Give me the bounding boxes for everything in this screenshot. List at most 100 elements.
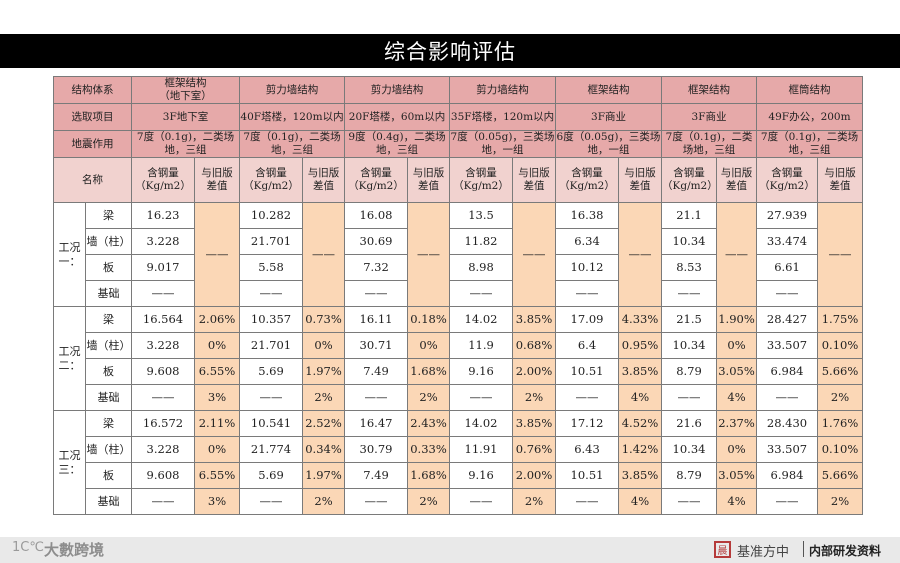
steel-value: 16.08 <box>344 202 408 229</box>
diff-value: 3.85% <box>512 306 556 333</box>
steel-header: 含钢量 （Kg/m2） <box>661 157 717 203</box>
structure-type-cell: 剪力墙结构 <box>344 76 450 104</box>
project-cell: 3F地下室 <box>131 103 240 131</box>
steel-header: 含钢量 （Kg/m2） <box>756 157 818 203</box>
seismic-cell: 6度（0.05g)，三类场地，一组 <box>555 130 662 158</box>
steel-value: 30.69 <box>344 228 408 255</box>
steel-value: 33.507 <box>756 436 818 463</box>
item-label: 墙（柱） <box>85 436 132 463</box>
steel-value: 28.427 <box>756 306 818 333</box>
diff-value: 0% <box>716 436 757 463</box>
seismic-cell: 9度（0.4g)，二类场地，三组 <box>344 130 450 158</box>
diff-value: 1.76% <box>817 410 863 437</box>
diff-value: 2.37% <box>716 410 757 437</box>
steel-value: 6.984 <box>756 358 818 385</box>
project-cell: 3F商业 <box>555 103 662 131</box>
steel-value: 10.34 <box>661 436 717 463</box>
diff-value: 1.68% <box>407 462 450 489</box>
diff-header: 与旧版 差值 <box>618 157 662 203</box>
steel-value: 8.98 <box>449 254 513 281</box>
page-title: 综合影响评估 <box>384 40 516 64</box>
brand-tag: 内部研发资料 <box>809 544 882 558</box>
steel-value: 17.12 <box>555 410 619 437</box>
diff-value: 1.75% <box>817 306 863 333</box>
steel-value: 16.38 <box>555 202 619 229</box>
steel-value: 33.507 <box>756 332 818 359</box>
brand-logo-icon: 晨 <box>714 541 731 558</box>
diff-value: 4% <box>618 488 662 515</box>
diff-header: 与旧版 差值 <box>817 157 863 203</box>
steel-comparison-table: 结构体系 框架结构 （地下室） 剪力墙结构 剪力墙结构 剪力墙结构 框架结构 框架结构 框筒结… <box>53 76 863 515</box>
steel-value: 10.51 <box>555 358 619 385</box>
name-label: 名称 <box>53 157 132 203</box>
steel-value: 30.79 <box>344 436 408 463</box>
steel-value: —— <box>344 280 408 307</box>
steel-value: —— <box>239 488 303 515</box>
condition-label: 工况三： <box>53 410 86 515</box>
item-label: 基础 <box>85 488 132 515</box>
steel-value: 21.1 <box>661 202 717 229</box>
diff-value: 3.05% <box>716 462 757 489</box>
diff-value: 0% <box>302 332 345 359</box>
steel-value: 5.69 <box>239 358 303 385</box>
diff-header: 与旧版 差值 <box>194 157 240 203</box>
title-bar: 综合影响评估 <box>0 34 900 68</box>
steel-value: —— <box>344 488 408 515</box>
seismic-cell: 7度（0.05g)，三类场地，一组 <box>449 130 556 158</box>
steel-value: 5.58 <box>239 254 303 281</box>
steel-value: 3.228 <box>131 228 195 255</box>
diff-value: 2.11% <box>194 410 240 437</box>
steel-value: —— <box>756 384 818 411</box>
diff-value: 0% <box>716 332 757 359</box>
steel-value: —— <box>756 488 818 515</box>
diff-value: 2% <box>407 384 450 411</box>
diff-value: 2.43% <box>407 410 450 437</box>
diff-header: 与旧版 差值 <box>302 157 345 203</box>
steel-header: 含钢量 （Kg/m2） <box>131 157 195 203</box>
seismic-label: 地震作用 <box>53 130 132 158</box>
steel-value: 10.34 <box>661 228 717 255</box>
steel-value: 9.16 <box>449 462 513 489</box>
project-cell: 40F塔楼，120m以内 <box>239 103 345 131</box>
steel-value: —— <box>449 280 513 307</box>
diff-value: 3.05% <box>716 358 757 385</box>
steel-value: —— <box>661 488 717 515</box>
steel-value: 28.430 <box>756 410 818 437</box>
steel-value: 14.02 <box>449 306 513 333</box>
diff-value: 2% <box>512 384 556 411</box>
steel-value: 11.9 <box>449 332 513 359</box>
structure-type-cell: 框筒结构 <box>756 76 863 104</box>
steel-value: 21.774 <box>239 436 303 463</box>
diff-value: 3% <box>194 488 240 515</box>
diff-value: 0.34% <box>302 436 345 463</box>
diff-value: 4.33% <box>618 306 662 333</box>
steel-value: —— <box>131 280 195 307</box>
structure-type-cell: 剪力墙结构 <box>239 76 345 104</box>
steel-value: 7.32 <box>344 254 408 281</box>
steel-value: —— <box>449 384 513 411</box>
brand-divider <box>803 541 804 557</box>
diff-value: 4% <box>618 384 662 411</box>
diff-value: 3% <box>194 384 240 411</box>
steel-value: 10.34 <box>661 332 717 359</box>
diff-value: 4% <box>716 488 757 515</box>
steel-value: 3.228 <box>131 332 195 359</box>
steel-value: 21.701 <box>239 228 303 255</box>
project-cell: 20F塔楼，60m以内 <box>344 103 450 131</box>
diff-value: 0.10% <box>817 332 863 359</box>
diff-value: 1.97% <box>302 358 345 385</box>
seismic-cell: 7度（0.1g)，二类场地，三组 <box>661 130 757 158</box>
diff-value: 3.85% <box>512 410 556 437</box>
project-cell: 3F商业 <box>661 103 757 131</box>
item-label: 板 <box>85 358 132 385</box>
project-cell: 49F办公，200m <box>756 103 863 131</box>
steel-value: 10.12 <box>555 254 619 281</box>
item-label: 板 <box>85 462 132 489</box>
steel-value: —— <box>756 280 818 307</box>
steel-value: 30.71 <box>344 332 408 359</box>
steel-value: 10.282 <box>239 202 303 229</box>
steel-value: —— <box>344 384 408 411</box>
diff-value: 0.10% <box>817 436 863 463</box>
item-label: 梁 <box>85 306 132 333</box>
steel-value: —— <box>661 280 717 307</box>
